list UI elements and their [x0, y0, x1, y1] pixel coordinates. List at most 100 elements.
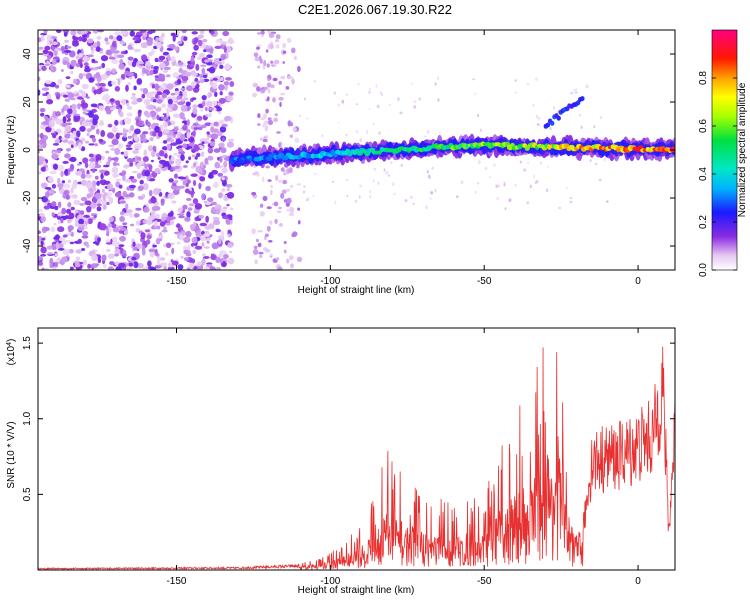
spectrogram-cell	[75, 249, 82, 254]
spectrogram-cell	[111, 166, 119, 174]
spectrogram-cell	[195, 245, 203, 250]
spectrogram-cell	[558, 206, 562, 210]
spectrogram-cell	[107, 266, 115, 270]
spectrogram-cell	[341, 99, 345, 104]
spectrogram-cell	[199, 176, 206, 182]
spectrogram-cell	[227, 229, 232, 234]
spectrogram-cell	[47, 54, 52, 60]
spectrogram-cell	[91, 58, 96, 63]
spectrogram-cell	[125, 194, 131, 198]
spectrogram-cell	[141, 93, 146, 99]
spectrogram-cell	[536, 123, 540, 126]
spectrogram-cell	[503, 184, 506, 187]
spectrogram-cell	[546, 165, 550, 168]
spectrogram-cell	[540, 161, 543, 166]
spectrogram-cell	[187, 245, 191, 251]
spectrogram-cell	[127, 56, 134, 61]
spectrogram-cell	[174, 126, 179, 129]
spectrogram-cell	[124, 50, 128, 54]
spectrogram-cell	[125, 147, 133, 151]
spectrogram-cell	[359, 138, 363, 143]
spectrogram-cell	[156, 114, 160, 121]
spectrogram-x-ticks: -150 -100 -50 0	[166, 30, 641, 287]
spectrogram-cell	[671, 146, 675, 153]
spectrogram-cell	[43, 205, 51, 210]
spectrogram-cell	[264, 248, 271, 253]
spectrogram-cell	[279, 223, 283, 227]
spectrogram-cell	[66, 45, 72, 49]
spectrogram-cell	[154, 213, 160, 219]
spectrogram-cell	[172, 260, 179, 266]
spectrogram-cell	[152, 145, 157, 152]
spectrogram-cell	[270, 184, 273, 189]
spectrogram-cell	[259, 254, 263, 259]
spectrogram-cell	[112, 50, 120, 54]
spectrogram-cell	[286, 188, 291, 192]
spectrogram-cell	[209, 266, 216, 270]
spectrogram-cell	[280, 167, 285, 172]
spectrogram-cell	[106, 195, 110, 199]
spectrogram-cell	[52, 266, 57, 270]
colorbar-tick-label: 0.2	[698, 215, 709, 229]
spectrogram-cell	[51, 41, 58, 46]
spectrogram-cell	[598, 178, 602, 182]
spectrogram-cell	[203, 266, 210, 270]
spectrogram-cell	[133, 85, 137, 91]
spectrogram-y-tick-label: 20	[22, 96, 33, 108]
spectrogram-cell	[88, 153, 94, 158]
spectrogram-cell	[141, 248, 146, 256]
spectrogram-cell	[283, 249, 287, 254]
spectrogram-cell	[593, 125, 596, 129]
spectrogram-cell	[39, 108, 46, 113]
spectrogram-cell	[217, 130, 223, 137]
spectrogram-cell	[41, 237, 46, 241]
spectrogram-cell	[264, 233, 269, 237]
spectrogram-cell	[69, 241, 75, 245]
spectrogram-cell	[259, 211, 265, 217]
spectrogram-cell	[118, 63, 125, 70]
spectrogram-cell	[185, 73, 192, 77]
spectrogram-cell	[188, 190, 195, 195]
spectrogram-cell	[132, 170, 138, 174]
spectrogram-cell	[45, 80, 52, 85]
spectrogram-cell	[49, 257, 54, 265]
spectrogram-cell	[191, 165, 195, 169]
spectrogram-cell	[152, 131, 157, 137]
spectrogram-cell	[212, 216, 220, 221]
spectrogram-cell	[229, 81, 235, 87]
spectrogram-cell	[105, 150, 110, 154]
spectrogram-cell	[182, 117, 186, 121]
spectrogram-cell	[142, 156, 149, 162]
spectrogram-cell	[201, 253, 207, 256]
spectrogram-cell	[108, 144, 115, 147]
spectrogram-cell	[67, 225, 74, 231]
spectrogram-cell	[229, 207, 234, 211]
spectrogram-cell	[44, 226, 50, 232]
spectrogram-cell	[296, 183, 302, 186]
spectrogram-cell	[294, 137, 300, 144]
spectrogram-cell	[206, 54, 213, 59]
spectrogram-cell	[218, 142, 225, 148]
spectrogram-cell	[205, 137, 210, 142]
spectrogram-cell	[151, 206, 158, 211]
spectrogram-cell	[355, 103, 359, 106]
spectrogram-cell	[96, 180, 100, 186]
spectrogram-cell	[119, 216, 125, 222]
spectrogram-cell	[70, 206, 75, 211]
spectrogram-cell	[182, 143, 188, 149]
spectrogram-cell	[207, 59, 213, 63]
spectrogram-cell	[135, 220, 141, 226]
spectrogram-cell	[71, 103, 77, 110]
spectrogram-cell	[186, 132, 191, 139]
spectrogram-cell	[88, 162, 96, 169]
spectrogram-cell	[170, 155, 175, 162]
spectrogram-cell	[77, 58, 83, 65]
spectrogram-cell	[146, 218, 153, 226]
spectrogram-cell	[94, 192, 102, 200]
spectrogram-cell	[418, 97, 422, 101]
spectrogram-cell	[214, 91, 218, 98]
spectrogram-cell	[136, 118, 140, 124]
spectrogram-cell	[133, 261, 139, 269]
spectrogram-cell	[161, 229, 168, 233]
spectrogram-cell	[375, 84, 378, 88]
